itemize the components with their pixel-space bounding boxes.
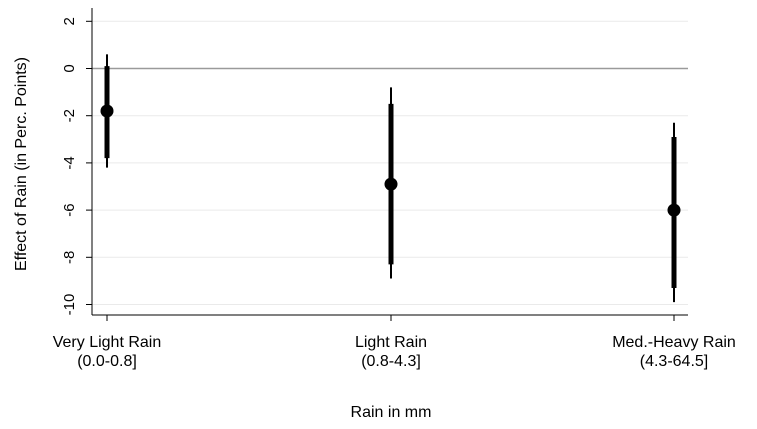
point-estimate-1: [384, 177, 398, 191]
x-category-label-1: Light Rain: [355, 334, 427, 351]
x-category-label-0: Very Light Rain: [53, 334, 162, 351]
y-tick-label-3: -4: [61, 156, 78, 169]
y-tick-label-0: 2: [61, 17, 78, 25]
axis-layer: [91, 8, 688, 316]
y-tick-label-6: -10: [61, 294, 78, 316]
point-estimate-0: [100, 104, 114, 118]
y-tick-label-4: -6: [61, 203, 78, 216]
y-axis-title: Effect of Rain (in Perc. Points): [13, 57, 30, 271]
x-axis-title: Rain in mm: [351, 404, 432, 421]
y-ticks: 2 0 -2 -4 -6 -8 -10: [61, 17, 92, 315]
x-category-range-1: (0.8-4.3]: [361, 353, 421, 370]
x-ticks: Very Light Rain (0.0-0.8] Light Rain (0.8-4…: [53, 315, 736, 370]
y-tick-label-5: -8: [61, 251, 78, 264]
data-marks: [100, 54, 681, 303]
y-tick-label-1: 0: [61, 64, 78, 72]
y-tick-label-2: -2: [61, 109, 78, 122]
x-category-label-2: Med.-Heavy Rain: [612, 334, 736, 351]
point-estimate-2: [667, 203, 681, 217]
x-category-range-2: (4.3-64.5]: [640, 353, 708, 370]
x-category-range-0: (0.0-0.8]: [77, 353, 137, 370]
